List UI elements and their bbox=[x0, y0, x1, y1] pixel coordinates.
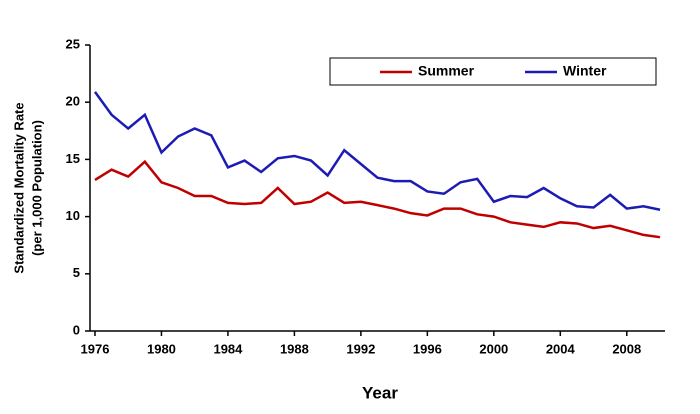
legend-label: Summer bbox=[418, 63, 475, 79]
x-tick-label: 2008 bbox=[612, 341, 641, 356]
series-line bbox=[93, 91, 661, 211]
x-tick-label: 1996 bbox=[413, 341, 442, 356]
y-tick-label: 10 bbox=[66, 208, 80, 223]
x-tick-label: 1976 bbox=[81, 341, 110, 356]
legend-label: Winter bbox=[563, 63, 607, 79]
legend-box bbox=[329, 57, 657, 86]
x-tick-label: 1992 bbox=[346, 341, 375, 356]
y-axis-title: Standardized Mortality Rate bbox=[11, 102, 26, 273]
y-tick-label: 25 bbox=[66, 36, 80, 51]
x-tick-label: 2000 bbox=[479, 341, 508, 356]
x-axis-title: Year bbox=[362, 383, 398, 402]
y-tick-label: 0 bbox=[73, 322, 80, 337]
series-line bbox=[94, 159, 661, 239]
y-tick-label: 20 bbox=[66, 94, 80, 109]
y-tick-label: 15 bbox=[66, 151, 80, 166]
x-tick-label: 2004 bbox=[546, 341, 576, 356]
x-tick-label: 1988 bbox=[280, 341, 309, 356]
y-axis-title: (per 1,000 Population) bbox=[29, 120, 44, 256]
x-tick-label: 1984 bbox=[213, 341, 243, 356]
y-tick-label: 5 bbox=[73, 265, 80, 280]
x-tick-label: 1980 bbox=[147, 341, 176, 356]
